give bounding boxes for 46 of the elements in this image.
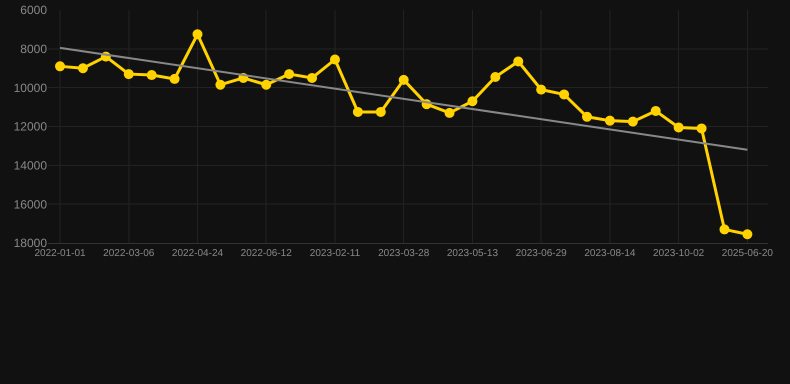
point (170, 74, 180, 84)
point (192, 29, 202, 40)
point (628, 116, 638, 127)
x-tick-label: 2022-04-24 (172, 248, 224, 259)
point (674, 122, 684, 132)
y-tick-label: 14000 (14, 158, 48, 173)
y-tick-label: 16000 (14, 197, 48, 212)
x-tick-label: 2022-03-06 (103, 248, 155, 259)
y-tick-label: 10000 (14, 80, 48, 95)
x-tick-label: 2023-02-11 (310, 248, 361, 259)
point (307, 72, 318, 83)
point (124, 69, 134, 80)
x-tick-label: 2025-06-20 (722, 248, 774, 259)
point (398, 74, 409, 85)
point (146, 70, 157, 80)
point (261, 80, 272, 90)
point (490, 72, 500, 82)
point (467, 96, 478, 106)
point (352, 106, 363, 117)
point (55, 61, 66, 72)
point (536, 84, 546, 95)
point (444, 108, 455, 118)
point (78, 63, 88, 74)
point (604, 116, 615, 126)
point (650, 106, 661, 116)
point (696, 123, 707, 134)
point (582, 112, 592, 122)
y-tick-label: 6000 (20, 3, 48, 18)
point (513, 56, 524, 66)
x-tick-label: 2023-06-29 (516, 248, 568, 259)
point (719, 224, 730, 234)
x-tick-label: 2023-05-13 (446, 248, 498, 259)
x-tick-label: 2022-06-12 (240, 248, 292, 259)
point (742, 229, 752, 240)
point (559, 89, 570, 100)
point (284, 69, 294, 80)
point (376, 106, 386, 117)
x-tick-label: 2023-10-02 (653, 248, 705, 259)
x-tick-label: 2023-08-14 (584, 248, 636, 259)
y-tick-label: 12000 (14, 120, 48, 134)
y-tick-label: 8000 (20, 42, 48, 56)
y-tick-label: 18000 (14, 236, 48, 250)
x-tick-label: 2023-03-28 (378, 248, 430, 259)
x-tick-label: 2022-01-01 (34, 248, 86, 259)
point (215, 80, 226, 90)
point (330, 54, 340, 65)
